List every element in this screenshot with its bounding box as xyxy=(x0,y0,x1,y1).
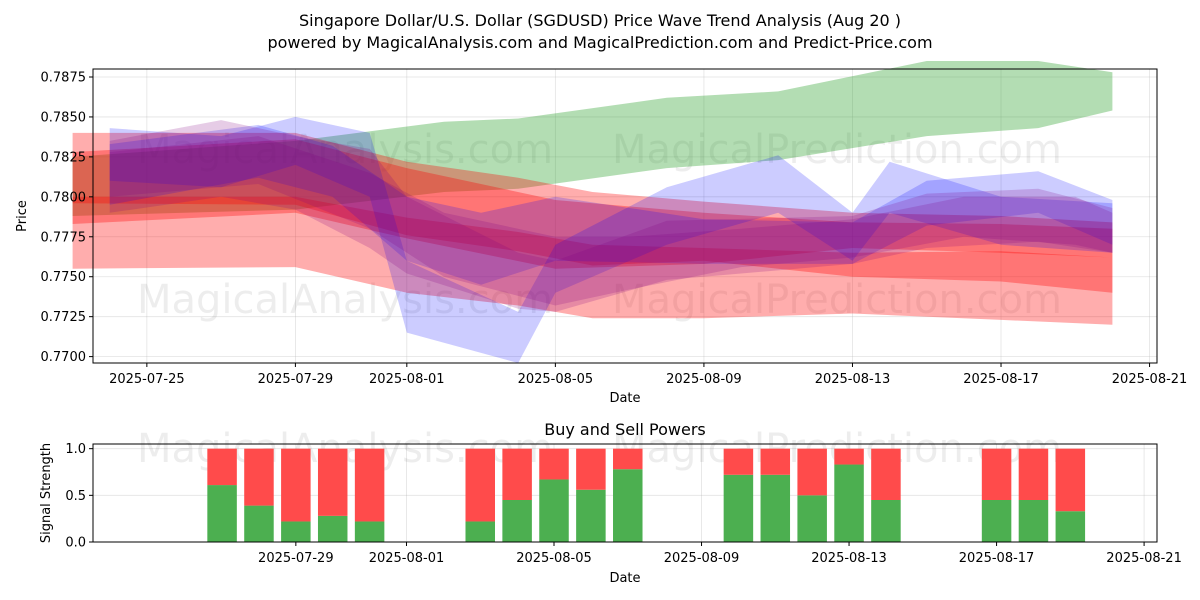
buy-bar xyxy=(760,474,791,542)
price-x-label: Date xyxy=(609,391,640,406)
sell-bar xyxy=(613,448,643,470)
sell-bar xyxy=(834,448,864,465)
y-tick-label: 0.7700 xyxy=(41,350,87,365)
price-band-3 xyxy=(72,139,1113,269)
buy-bar xyxy=(465,521,495,542)
power-y-label: Signal Strength xyxy=(39,443,54,543)
buy-bar xyxy=(613,469,643,542)
y-tick-label: 0.7875 xyxy=(41,70,87,85)
sell-bar xyxy=(760,448,791,475)
y-tick-label: 0.7800 xyxy=(41,190,87,205)
buy-bar xyxy=(576,489,606,542)
x-tick-label: 2025-08-05 xyxy=(518,372,594,387)
sell-bar xyxy=(871,448,901,500)
power-x-axis: 2025-07-29 2025-08-01 2025-08-05 2025-08-09… xyxy=(258,542,1182,566)
x-tick-label: 2025-08-17 xyxy=(963,372,1039,387)
y-tick-label: 0.7825 xyxy=(41,150,87,165)
buy-bar xyxy=(1055,511,1086,542)
power-plot-frame xyxy=(92,443,1158,543)
price-band-2 xyxy=(72,196,1113,293)
x-tick-label: 2025-08-05 xyxy=(516,551,592,566)
watermark-text: MagicalAnalysis.com xyxy=(137,277,553,323)
price-band-5 xyxy=(109,124,1113,285)
sell-bar xyxy=(207,448,237,486)
power-bars xyxy=(207,448,1086,542)
sell-bar xyxy=(797,448,827,496)
x-tick-label: 2025-08-01 xyxy=(369,372,445,387)
sell-bar xyxy=(981,448,1012,500)
buy-bar xyxy=(207,485,237,542)
watermark-text: MagicalPrediction.com xyxy=(612,127,1062,173)
sell-bar xyxy=(723,448,754,475)
buy-bar xyxy=(502,500,532,542)
power-y-axis: 0.0 0.5 1.0 xyxy=(65,442,93,551)
buy-bar xyxy=(834,464,864,542)
buy-bar xyxy=(244,505,274,542)
y-tick-label: 0.5 xyxy=(65,489,86,504)
x-tick-label: 2025-08-21 xyxy=(1106,551,1182,566)
x-tick-label: 2025-08-21 xyxy=(1112,372,1188,387)
buy-bar xyxy=(981,500,1012,542)
buy-bar xyxy=(1018,500,1049,542)
sell-bar xyxy=(244,448,274,506)
sell-bar xyxy=(354,448,385,522)
sell-bar xyxy=(502,448,532,500)
price-x-axis: 2025-07-25 2025-07-29 2025-08-01 2025-08-05… xyxy=(109,363,1187,387)
buy-bar xyxy=(723,474,754,542)
x-tick-label: 2025-08-13 xyxy=(811,551,887,566)
buy-bar xyxy=(871,500,901,542)
price-plot-background xyxy=(93,69,1157,363)
y-tick-label: 0.7725 xyxy=(41,310,87,325)
x-tick-label: 2025-07-25 xyxy=(109,372,185,387)
chart-subtitle: powered by MagicalAnalysis.com and Magic… xyxy=(267,33,932,52)
x-tick-label: 2025-07-29 xyxy=(258,551,334,566)
x-tick-label: 2025-08-09 xyxy=(666,372,742,387)
price-band-6 xyxy=(109,120,1113,312)
y-tick-label: 0.0 xyxy=(65,536,86,551)
sell-bar xyxy=(465,448,495,522)
sell-bar xyxy=(1055,448,1086,512)
y-tick-label: 0.7850 xyxy=(41,110,87,125)
y-tick-label: 0.7750 xyxy=(41,270,87,285)
sell-bar xyxy=(317,448,348,516)
y-tick-label: 0.7775 xyxy=(41,230,87,245)
price-chart: MagicalAnalysis.com MagicalPrediction.co… xyxy=(15,61,1187,406)
power-x-label: Date xyxy=(609,571,640,586)
buy-bar xyxy=(539,479,569,542)
buy-bar xyxy=(317,515,348,542)
sell-bar xyxy=(281,448,311,522)
sell-bar xyxy=(539,448,569,480)
price-band-4 xyxy=(109,116,1113,364)
buy-bar xyxy=(354,521,385,542)
sell-bar xyxy=(1018,448,1049,500)
watermark-text: MagicalAnalysis.com xyxy=(137,127,553,173)
watermark-text: MagicalPrediction.com xyxy=(612,277,1062,323)
chart-title: Singapore Dollar/U.S. Dollar (SGDUSD) Pr… xyxy=(299,11,901,30)
sell-bar xyxy=(576,448,606,490)
price-y-label: Price xyxy=(15,200,30,232)
buy-bar xyxy=(797,495,827,542)
price-band-1 xyxy=(72,132,1113,325)
x-tick-label: 2025-08-01 xyxy=(369,551,445,566)
price-grid xyxy=(93,69,1157,363)
price-watermarks: MagicalAnalysis.com MagicalPrediction.co… xyxy=(137,127,1062,323)
power-chart-title: Buy and Sell Powers xyxy=(544,420,706,439)
y-tick-label: 1.0 xyxy=(65,442,86,457)
price-plot-frame xyxy=(92,68,1158,364)
x-tick-label: 2025-08-13 xyxy=(815,372,891,387)
x-tick-label: 2025-08-09 xyxy=(664,551,740,566)
power-chart: Buy and Sell Powers MagicalAnalysis.com … xyxy=(39,420,1182,586)
buy-bar xyxy=(281,521,311,542)
price-band-7 xyxy=(109,136,1113,306)
price-y-axis: 0.7700 0.7725 0.7750 0.7775 0.7800 0.7825 0.78… xyxy=(41,70,93,365)
x-tick-label: 2025-08-17 xyxy=(959,551,1035,566)
price-bands xyxy=(72,61,1113,364)
x-tick-label: 2025-07-29 xyxy=(258,372,334,387)
price-band-0 xyxy=(72,61,1113,216)
